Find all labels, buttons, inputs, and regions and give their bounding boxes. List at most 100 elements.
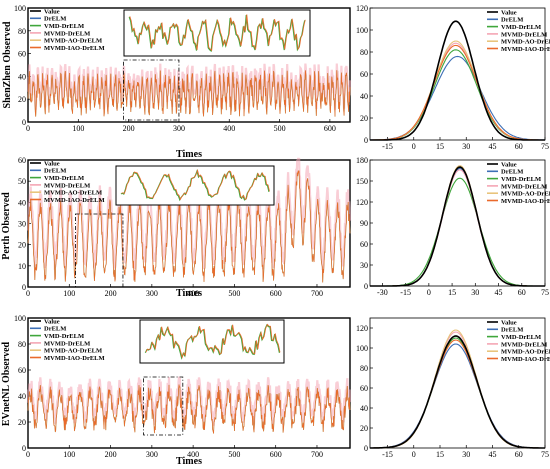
y-axis-label: ShenZhen Observed (2, 21, 13, 108)
x-tick-label: 15 (448, 288, 456, 297)
x-tick-label: 0 (412, 142, 416, 151)
inset-series-VMD-DrELM (128, 14, 306, 53)
legend-label: MVMD-IAO-DrELM (501, 198, 550, 205)
y-tick-label: 40 (360, 92, 368, 101)
legend-label: DrELM (44, 16, 66, 23)
y-tick-label: 40 (18, 72, 26, 81)
zoom-window (123, 59, 180, 121)
x-tick-label: 60 (515, 142, 523, 151)
x-axis-label: Times (176, 149, 202, 160)
y-tick-label: 80 (360, 48, 368, 57)
zoom-inset (115, 165, 275, 206)
x-tick-label: 15 (436, 142, 444, 151)
legend-label: VMD-DrELM (44, 23, 84, 30)
y-tick-label: 20 (360, 114, 368, 123)
y-tick-label: 80 (18, 27, 26, 36)
y-tick-label: 100 (356, 344, 368, 353)
legend-label: VMD-DrELM (501, 334, 541, 341)
legend-label: VMD-DrELM (501, 24, 541, 31)
x-tick-label: -15 (400, 288, 411, 297)
x-tick-label: -30 (377, 288, 388, 297)
density-VMD-DrELM (370, 49, 545, 141)
x-tick-label: 500 (274, 124, 286, 133)
y-tick-label: 120 (356, 198, 368, 207)
perth-series: 0 100 200 300 400 500 600 700 0 10 20 30 40 50 60 Times… (1, 156, 352, 299)
y-tick-label: 120 (356, 4, 368, 13)
x-tick-label: 0 (412, 450, 416, 459)
x-tick-label: 30 (462, 450, 470, 459)
y-tick-label: 90 (360, 219, 368, 228)
series-MVMD-DrELM (26, 376, 352, 426)
legend-label: MVMD-IAO-DrELM (44, 197, 105, 204)
legend-label: VMD-DrELM (501, 176, 541, 183)
y-tick-label: 40 (18, 198, 26, 207)
inset-series-MVMD-IAO-DrELM (129, 14, 306, 52)
evnetnl-density: -15 0 15 30 45 60 75 0 20 40 60 80 100 120 ValueDrELMV… (356, 317, 550, 459)
zoom-window (143, 376, 184, 436)
inset-series-MVMD-IAO-DrELM (145, 323, 281, 359)
y-tick-label: 100 (14, 314, 26, 323)
x-tick-label: 75 (541, 450, 549, 459)
legend-label: MVMD-DrELM (501, 183, 547, 190)
x-tick-label: 600 (324, 124, 336, 133)
legend-label: Value (44, 160, 60, 167)
series-MVMD-IAO-DrELM (27, 384, 351, 434)
legend-label: DrELM (44, 168, 66, 175)
y-axis-label: EVnetNL Observed (1, 341, 12, 426)
density-Value (370, 20, 545, 141)
density-DrELM (370, 55, 545, 141)
x-tick-label: 75 (541, 142, 549, 151)
y-tick-label: 30 (360, 261, 368, 270)
inset-series-MVMD-IAO-DrELM (121, 169, 270, 201)
y-tick-label: 0 (364, 444, 368, 453)
x-tick-label: 60 (518, 288, 526, 297)
x-tick-label: 30 (462, 142, 470, 151)
x-axis-label: Times (176, 288, 202, 299)
x-tick-label: 200 (105, 289, 117, 298)
y-tick-label: 60 (18, 50, 26, 59)
y-tick-label: 30 (18, 220, 26, 229)
y-tick-label: 100 (356, 26, 368, 35)
x-tick-label: 45 (489, 450, 497, 459)
legend-label: Value (44, 318, 60, 325)
y-tick-label: 20 (360, 424, 368, 433)
x-tick-label: 45 (489, 142, 497, 151)
y-tick-label: 10 (18, 262, 26, 271)
plot-frame (369, 317, 546, 449)
x-tick-label: 700 (311, 450, 323, 459)
x-tick-label: 400 (187, 289, 199, 298)
legend-label: MVMD-DrELM (44, 182, 90, 189)
legend-label: Value (501, 161, 517, 168)
x-tick-label: 300 (146, 289, 158, 298)
y-tick-label: 20 (18, 418, 26, 427)
x-tick-label: 400 (187, 450, 199, 459)
legend-label: MVMD-IAO-DrELM (44, 45, 105, 52)
y-tick-label: 0 (22, 118, 26, 127)
density-Value (370, 166, 545, 287)
x-axis-label: Times (176, 456, 202, 467)
x-tick-label: 0 (26, 450, 30, 459)
y-tick-label: 20 (18, 95, 26, 104)
x-tick-label: 500 (228, 289, 240, 298)
x-tick-label: 75 (541, 288, 549, 297)
y-tick-label: 180 (356, 156, 368, 165)
y-tick-label: 50 (18, 177, 26, 186)
x-tick-label: -15 (382, 450, 393, 459)
y-tick-label: 60 (18, 366, 26, 375)
x-tick-label: 100 (63, 289, 75, 298)
legend-label: DrELM (44, 326, 66, 333)
series-MVMD-IAO-DrELM (27, 70, 351, 117)
y-tick-label: 0 (364, 282, 368, 291)
x-tick-label: 600 (270, 289, 282, 298)
legend-label: MVMD-AO-DrELM (44, 38, 102, 45)
x-tick-label: 400 (223, 124, 235, 133)
y-tick-label: 0 (364, 136, 368, 145)
x-tick-label: 15 (436, 450, 444, 459)
legend-label: MVMD-DrELM (44, 340, 90, 347)
legend-label: MVMD-DrELM (501, 341, 547, 348)
evnetnl-series: 0 100 200 300 400 500 600 700 0 20 40 60 80 100 Times E… (1, 314, 352, 467)
legend-label: VMD-DrELM (44, 333, 84, 340)
legend-label: MVMD-IAO-DrELM (44, 355, 105, 362)
y-tick-label: 0 (22, 444, 26, 453)
legend-label: MVMD-AO-DrELM (501, 39, 550, 46)
